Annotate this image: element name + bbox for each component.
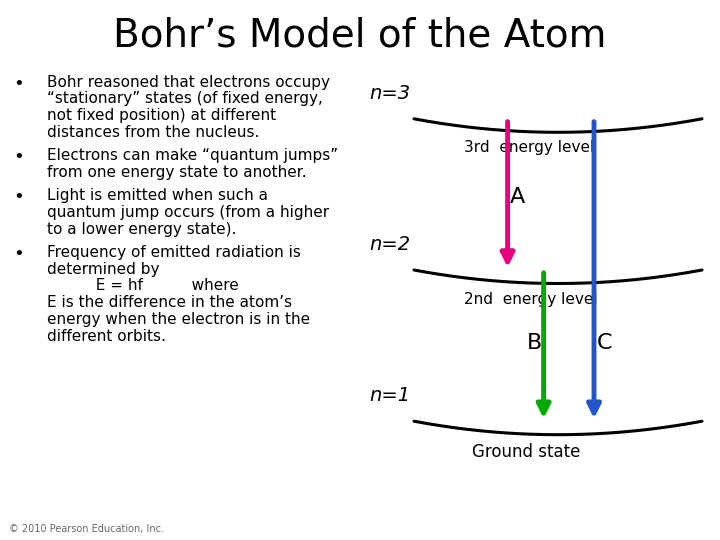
Text: © 2010 Pearson Education, Inc.: © 2010 Pearson Education, Inc. bbox=[9, 523, 163, 534]
Text: from one energy state to another.: from one energy state to another. bbox=[47, 165, 307, 180]
Text: •: • bbox=[13, 245, 24, 263]
Text: n=2: n=2 bbox=[369, 235, 410, 254]
Text: quantum jump occurs (from a higher: quantum jump occurs (from a higher bbox=[47, 205, 329, 220]
Text: 2nd  energy level: 2nd energy level bbox=[464, 292, 598, 307]
Text: Electrons can make “quantum jumps”: Electrons can make “quantum jumps” bbox=[47, 148, 338, 163]
Text: A: A bbox=[509, 187, 525, 207]
Text: different orbits.: different orbits. bbox=[47, 329, 166, 343]
Text: Light is emitted when such a: Light is emitted when such a bbox=[47, 188, 268, 203]
Text: •: • bbox=[13, 188, 24, 206]
Text: Frequency of emitted radiation is: Frequency of emitted radiation is bbox=[47, 245, 301, 260]
Text: B: B bbox=[527, 333, 543, 353]
Text: C: C bbox=[597, 333, 613, 353]
Text: E is the difference in the atom’s: E is the difference in the atom’s bbox=[47, 295, 292, 310]
Text: energy when the electron is in the: energy when the electron is in the bbox=[47, 312, 310, 327]
Text: Bohr reasoned that electrons occupy: Bohr reasoned that electrons occupy bbox=[47, 75, 330, 90]
Text: 3rd  energy level: 3rd energy level bbox=[464, 140, 595, 156]
Text: to a lower energy state).: to a lower energy state). bbox=[47, 221, 236, 237]
Text: n=1: n=1 bbox=[369, 386, 410, 405]
Text: Bohr’s Model of the Atom: Bohr’s Model of the Atom bbox=[113, 16, 607, 54]
Text: determined by: determined by bbox=[47, 261, 159, 276]
Text: not fixed position) at different: not fixed position) at different bbox=[47, 108, 276, 123]
Text: E = hf          where: E = hf where bbox=[47, 279, 238, 293]
Text: Ground state: Ground state bbox=[472, 443, 580, 461]
Text: •: • bbox=[13, 75, 24, 92]
Text: distances from the nucleus.: distances from the nucleus. bbox=[47, 125, 259, 140]
Text: •: • bbox=[13, 148, 24, 166]
Text: n=3: n=3 bbox=[369, 84, 410, 103]
Text: “stationary” states (of fixed energy,: “stationary” states (of fixed energy, bbox=[47, 91, 323, 106]
